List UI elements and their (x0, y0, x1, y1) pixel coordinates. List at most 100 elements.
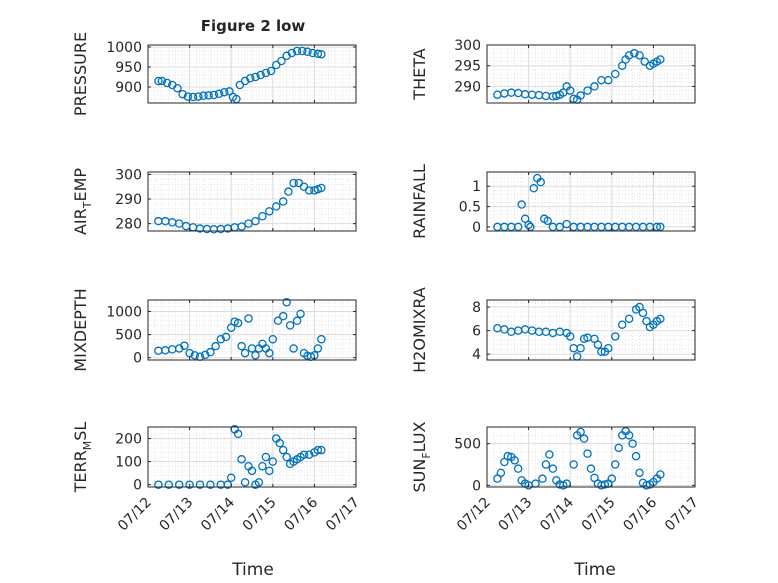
data-point (586, 464, 596, 473)
data-point (529, 184, 539, 193)
data-point (251, 216, 260, 226)
data-point (304, 450, 314, 459)
data-point (569, 94, 578, 104)
data-point (548, 464, 558, 473)
y-tick-label: 300 (454, 38, 481, 54)
data-point (272, 60, 281, 70)
data-point (562, 219, 571, 229)
data-point (273, 316, 283, 326)
y-axis-label-subscript: F (420, 452, 433, 458)
data-point (624, 314, 634, 324)
data-point (631, 451, 641, 461)
data-point (313, 49, 323, 59)
y-tick-label: 200 (115, 432, 142, 448)
data-point (611, 332, 620, 341)
y-axis-label-main: H2OMIXRA (410, 287, 429, 373)
data-point (173, 83, 182, 93)
data-point (254, 478, 264, 487)
data-point (235, 80, 245, 90)
y-axis-label-subscript: T (81, 201, 94, 209)
x-tick-label: 07/15 (579, 495, 619, 535)
axes-box (147, 426, 357, 488)
data-point (204, 91, 213, 100)
data-point (617, 320, 627, 329)
y-axis-label-main: PRESSURE (71, 32, 90, 116)
data-point (656, 55, 665, 64)
y-tick-label: 280 (115, 217, 142, 233)
data-point (164, 480, 174, 489)
x-tick-label: 07/14 (198, 494, 238, 534)
data-point (284, 187, 293, 196)
data-point (298, 46, 307, 56)
data-point (593, 340, 603, 349)
subplot-sun: 0 500 07/12 07/13 07/14 07/15 07/16 07/17 SUNFLU… (410, 421, 702, 534)
subplot-air: 280 290 300 AIRTEMP (71, 167, 357, 235)
data-point (266, 66, 276, 76)
data-point (579, 434, 589, 443)
data-point (517, 200, 526, 209)
y-tick-label: 290 (115, 192, 142, 208)
data-point (265, 348, 274, 358)
data-point (656, 470, 665, 479)
data-point (642, 481, 651, 490)
y-axis-label-suffix: SL (71, 422, 90, 441)
data-point (237, 341, 246, 351)
axes-box (147, 171, 357, 232)
data-point (536, 177, 545, 187)
y-axis-label: RAINFALL (410, 164, 429, 239)
y-tick-label: 0.5 (459, 200, 481, 216)
data-point (617, 61, 627, 70)
data-point (244, 314, 253, 323)
subplot-pressure: 900 950 1000 PRESSURE (71, 32, 357, 116)
y-tick-label: 100 (115, 455, 142, 471)
data-point (185, 348, 194, 358)
data-point (240, 348, 250, 358)
y-tick-label: 500 (454, 437, 481, 453)
data-point (308, 48, 317, 58)
data-point (607, 474, 617, 483)
data-point (233, 318, 243, 328)
data-point (604, 343, 613, 353)
data-point (614, 443, 623, 453)
y-tick-label: 0 (472, 478, 481, 494)
data-point (190, 351, 200, 360)
data-point (209, 90, 219, 100)
y-axis-label-subscript: M (81, 441, 94, 451)
y-tick-label: 290 (454, 79, 481, 95)
data-point (154, 76, 163, 86)
y-tick-label: 8 (472, 300, 481, 316)
data-point (292, 46, 302, 56)
y-tick-label: 950 (115, 60, 142, 76)
data-point (278, 311, 288, 321)
data-point (510, 456, 519, 465)
data-point (576, 91, 585, 100)
data-point (287, 48, 297, 58)
x-axis-label-right: Time (573, 560, 616, 580)
data-point (220, 87, 229, 97)
data-point (289, 344, 298, 353)
data-point (545, 450, 554, 459)
y-axis-label-main: SUN (410, 459, 429, 493)
data-point (565, 86, 575, 95)
data-point (638, 308, 648, 318)
data-point (258, 211, 267, 221)
y-axis-label-main: MIXDEPTH (71, 288, 90, 371)
data-point (268, 334, 278, 344)
data-point (278, 445, 288, 455)
data-point (265, 207, 274, 216)
subplot-mixdepth: 0 500 1000 MIXDEPTH (71, 288, 357, 372)
x-tick-label: 07/12 (115, 495, 155, 535)
data-point (226, 473, 236, 483)
data-point (296, 309, 305, 319)
data-point (185, 480, 194, 489)
data-point (282, 298, 291, 307)
data-point (538, 474, 547, 483)
y-tick-label: 1 (472, 179, 481, 195)
data-point (624, 51, 634, 60)
data-point (317, 49, 326, 59)
data-point (211, 341, 220, 351)
data-point (258, 461, 267, 471)
data-point (635, 51, 644, 60)
